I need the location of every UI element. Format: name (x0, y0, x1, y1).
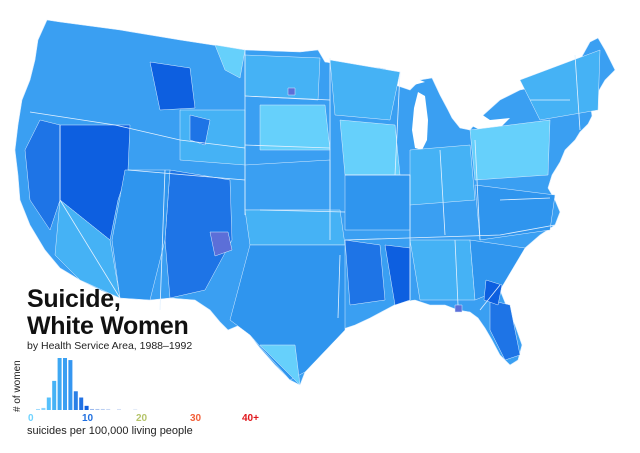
map-subtitle: by Health Service Area, 1988–1992 (27, 340, 193, 352)
histogram-y-label: # of women (12, 360, 23, 412)
legend-tick-label: 20 (136, 413, 148, 424)
title-line-1: Suicide, (27, 285, 121, 313)
histogram-bar (106, 408, 111, 410)
title-line-2: White Women (27, 312, 189, 340)
histogram-bar (73, 391, 78, 410)
region-shading (24, 44, 601, 386)
state-borders (29, 50, 581, 319)
legend-tick-label: 40+ (242, 413, 259, 424)
histogram-bar (36, 408, 40, 410)
histogram-bar (46, 397, 51, 410)
histogram-bar (95, 408, 100, 410)
lake-huron-erie (440, 95, 510, 135)
legend-tick-label: 30 (190, 413, 202, 424)
legend-tick-label: 0 (28, 413, 34, 424)
histogram-bar (63, 358, 67, 410)
legend-histogram (36, 358, 138, 410)
histogram-bar (41, 407, 46, 410)
histogram-bar (90, 408, 94, 410)
histogram-bar (100, 408, 105, 410)
map-title: Suicide, White Women (27, 286, 189, 340)
legend-tick-label: 10 (82, 413, 94, 424)
histogram-bar (57, 358, 62, 410)
lake-michigan (412, 92, 428, 150)
histogram-bar (52, 380, 57, 410)
histogram-x-label: suicides per 100,000 living people (27, 425, 193, 437)
histogram-bar (133, 408, 138, 410)
histogram-bar (84, 405, 89, 410)
histogram-bar (117, 408, 121, 410)
histogram-bar (79, 397, 84, 410)
histogram-bar (68, 360, 73, 410)
